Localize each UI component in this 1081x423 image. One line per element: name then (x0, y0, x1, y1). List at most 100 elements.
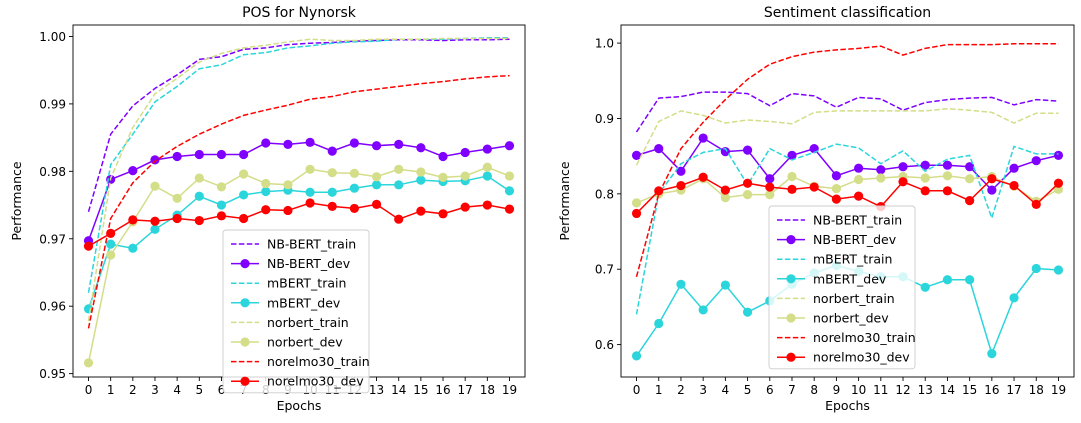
chart1-data-point-nb-bert-dev (765, 174, 775, 184)
chart1-x-tick-label: 13 (918, 383, 933, 397)
chart1-data-point-nb-bert-dev (698, 133, 708, 143)
chart0-y-tick-label: 0.95 (39, 367, 66, 381)
chart0-data-point-norelmo30-dev (172, 213, 182, 224)
chart1-legend-label-norelmo30-train: norelmo30_train (813, 330, 916, 345)
chart1-data-point-mbert-dev (920, 282, 930, 292)
chart0-data-point-norbert-dev (504, 171, 515, 181)
chart1-data-point-mbert-dev (942, 275, 953, 285)
chart1-series-line-norelmo30-train (635, 43, 1059, 277)
chart1-data-point-norelmo30-dev (854, 191, 864, 201)
chart0-series-line-norbert-train (87, 37, 510, 322)
chart0-data-point-mbert-dev (239, 190, 249, 200)
chart1-data-point-mbert-dev (654, 318, 664, 329)
chart0-x-tick-label: 0 (85, 383, 93, 397)
chart1-data-point-nb-bert-dev (631, 150, 642, 160)
chart0-data-point-norbert-dev (482, 162, 492, 172)
chart1-x-tick-label: 17 (1006, 383, 1021, 397)
chart1-data-point-norbert-dev (831, 183, 841, 194)
chart1-data-point-norbert-dev (720, 193, 730, 203)
chart1-data-point-nb-bert-dev (898, 162, 908, 172)
chart1-data-point-nb-bert-dev (676, 166, 686, 176)
chart0-data-point-mbert-dev (83, 304, 94, 314)
chart1-legend-marker-nb-bert-dev (786, 235, 796, 245)
chart1-data-point-norelmo30-dev (765, 182, 775, 192)
chart1-plot-frame (620, 24, 1075, 378)
chart0-data-point-mbert-dev (261, 186, 271, 197)
chart0-data-point-norbert-dev (83, 358, 94, 368)
chart0-x-tick-label: 3 (151, 383, 159, 397)
chart1-x-tick-label: 18 (1029, 383, 1044, 397)
chart0-data-point-norelmo30-dev (305, 198, 315, 208)
chart1-legend-label-norelmo30-dev: norelmo30_dev (813, 350, 910, 365)
chart0-legend-marker-nb-bert-dev (240, 259, 250, 269)
chart0-data-point-nb-bert-dev (194, 149, 204, 160)
chart0-legend (222, 229, 370, 394)
chart1-data-point-mbert-dev (698, 305, 708, 315)
chart0-data-point-mbert-dev (216, 200, 227, 210)
chart0-series-line-norelmo30-train (87, 74, 510, 329)
chart1-data-point-norbert-dev (965, 174, 975, 184)
chart1-data-point-nb-bert-dev (920, 160, 930, 170)
chart0-data-point-norbert-dev (349, 168, 359, 178)
chart1-x-tick-label: 4 (722, 383, 730, 397)
chart1-data-point-mbert-dev (742, 307, 753, 317)
chart0-title: POS for Nynorsk (242, 5, 357, 21)
chart0-x-tick-label: 16 (435, 383, 450, 397)
chart1-data-point-norbert-dev (876, 173, 886, 183)
chart1-y-tick-label: 0.7 (595, 263, 614, 277)
chart0-legend-label-norelmo30-train: norelmo30_train (267, 354, 370, 369)
chart0-data-point-mbert-dev (106, 239, 116, 249)
chart1-data-point-norelmo30-dev (654, 186, 664, 196)
chart0-x-tick-label: 6 (218, 383, 226, 397)
chart1-x-axis-label: Epochs (825, 398, 870, 413)
chart1-data-point-nb-bert-dev (1031, 156, 1041, 166)
chart0-data-point-norbert-dev (216, 182, 227, 192)
chart0-data-point-mbert-dev (482, 171, 492, 181)
chart0-x-tick-label: 18 (480, 383, 495, 397)
chart1-legend-marker-norbert-dev (786, 313, 796, 323)
chart0-data-point-norbert-dev (194, 173, 204, 183)
chart0-x-tick-label: 4 (173, 383, 181, 397)
chart1-data-point-norelmo30-dev (831, 194, 841, 204)
chart0-data-point-norbert-dev (416, 167, 426, 177)
chart0-data-point-nb-bert-dev (172, 151, 182, 162)
chart1-data-point-norelmo30-dev (742, 178, 753, 188)
chart1-data-point-mbert-dev (1053, 265, 1064, 275)
chart0-data-point-norelmo30-dev (504, 204, 515, 214)
chart0-series-line-nb-bert-train (87, 38, 510, 213)
chart0-data-point-nb-bert-dev (416, 143, 426, 153)
chart1-data-point-norbert-dev (765, 189, 775, 200)
chart0-data-point-mbert-dev (150, 224, 160, 234)
chart1-y-axis-label: Performance (557, 161, 572, 241)
chart0-data-point-mbert-dev (305, 187, 315, 197)
chart0-data-point-nb-bert-dev (261, 138, 271, 148)
chart0-data-point-nb-bert-dev (371, 141, 382, 151)
chart0-data-point-norelmo30-dev (239, 213, 249, 224)
chart0-legend-label-norbert-dev: norbert_dev (267, 335, 343, 350)
chart1-legend-label-nb-bert-train: NB-BERT_train (813, 213, 902, 228)
chart0-data-point-mbert-dev (128, 243, 138, 253)
chart0-data-point-norelmo30-dev (482, 200, 492, 210)
chart1-x-tick-label: 12 (895, 383, 910, 397)
chart1-data-point-norbert-dev (631, 198, 642, 208)
chart1-data-point-nb-bert-dev (1009, 163, 1019, 173)
chart0-data-point-nb-bert-dev (482, 144, 492, 154)
chart1-series-line-mbert-train (635, 143, 1059, 315)
chart0-data-point-norbert-dev (172, 193, 182, 203)
chart1-y-tick-label: 0.6 (595, 338, 614, 352)
chart1-data-point-mbert-dev (987, 349, 997, 359)
chart0-y-tick-label: 0.97 (39, 232, 66, 246)
chart0-data-point-nb-bert-dev (128, 166, 138, 176)
chart0-data-point-nb-bert-dev (438, 151, 448, 162)
chart1-legend-marker-mbert-dev (786, 274, 796, 284)
chart1-x-tick-label: 2 (677, 383, 685, 397)
chart0-y-tick-label: 0.99 (39, 97, 66, 111)
chart1-legend-label-mbert-train: mBERT_train (813, 252, 892, 267)
chart0-data-point-mbert-dev (194, 191, 204, 201)
chart0-data-point-norbert-dev (106, 250, 116, 260)
chart1-x-tick-label: 9 (833, 383, 841, 397)
chart0-data-point-norbert-dev (283, 180, 293, 190)
chart0-legend-label-norbert-train: norbert_train (267, 315, 349, 330)
